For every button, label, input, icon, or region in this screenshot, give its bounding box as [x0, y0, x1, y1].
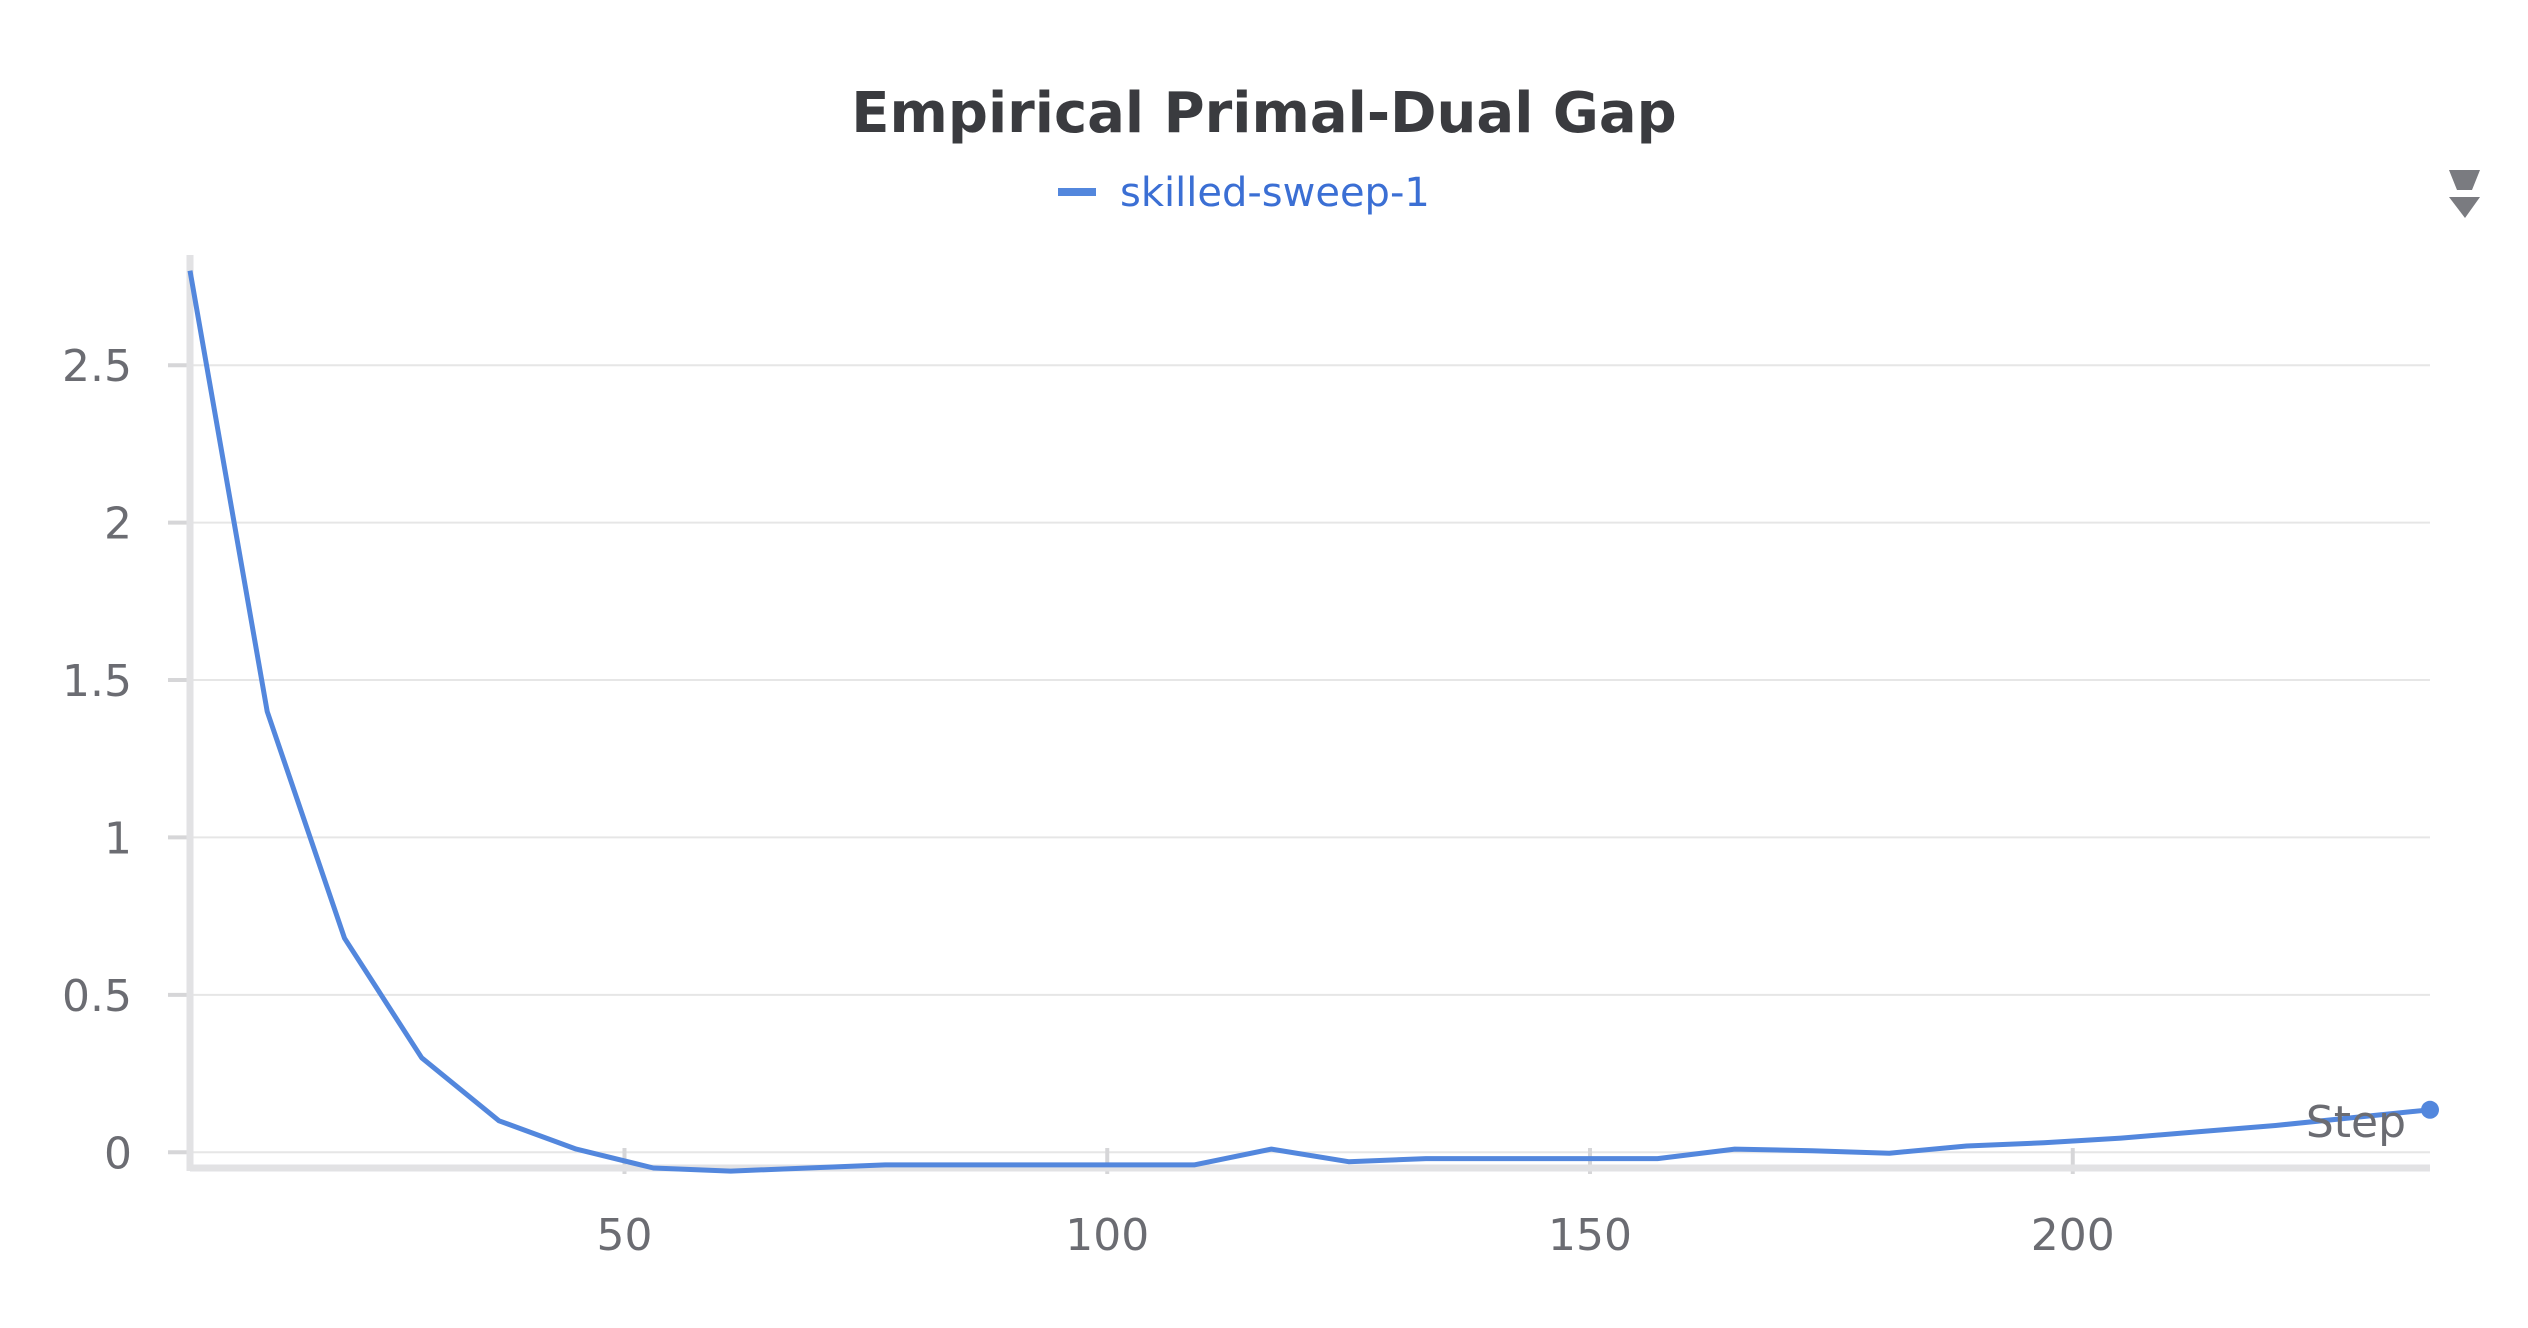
- y-tick-label: 2.5: [62, 341, 132, 392]
- series-layer: [187, 270, 2439, 1174]
- y-tick-label: 1: [104, 813, 132, 864]
- y-tick-label: 1.5: [62, 656, 132, 707]
- x-axis-label: Step: [2306, 1097, 2406, 1148]
- x-tick-label: 100: [1065, 1210, 1149, 1261]
- series-line[interactable]: [187, 270, 2431, 1174]
- sort-arrows-icon[interactable]: [2449, 170, 2480, 218]
- legend[interactable]: skilled-sweep-1: [1058, 170, 1430, 216]
- y-tick-label: 0: [104, 1128, 132, 1179]
- series-end-point[interactable]: [2421, 1100, 2439, 1119]
- x-tick-label: 150: [1548, 1210, 1632, 1261]
- axes: [168, 255, 2430, 1174]
- x-tick-label: 50: [596, 1210, 652, 1261]
- legend-label: skilled-sweep-1: [1120, 170, 1430, 216]
- tick-labels: 0 0.5 1 1.5 2 2.5 50 100 150 200: [62, 341, 2115, 1261]
- x-tick-label: 200: [2031, 1210, 2115, 1261]
- chart-title: Empirical Primal-Dual Gap: [851, 81, 1676, 146]
- grid: [190, 364, 2430, 1154]
- y-tick-label: 0.5: [62, 971, 132, 1022]
- y-tick-label: 2: [104, 499, 132, 550]
